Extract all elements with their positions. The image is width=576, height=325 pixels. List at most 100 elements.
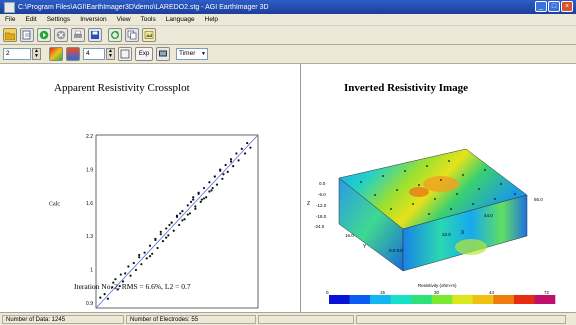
data-point [210,189,213,192]
x-tick: 44.0 [484,213,493,218]
data-point [138,253,141,257]
y-axis-label: Calc [49,202,60,208]
main-toolbar [0,26,576,45]
data-point [119,273,122,276]
colorbar-swatch [411,295,433,304]
menu-tools[interactable]: Tools [140,16,156,23]
y-tick-label: 2.2 [86,134,93,140]
resistivity-3d-view[interactable]: 0.0 -6.0 -12.0 -18.0 -24.0 Z 16.0 Y 0.0 … [301,64,576,312]
chevron-down-icon: ▼ [201,51,206,57]
data-point [200,198,203,201]
contour-icon[interactable] [66,47,80,61]
app-icon [4,1,15,13]
exp-button[interactable]: Exp [135,47,153,61]
colorbar-swatch [329,295,350,304]
data-point [229,158,233,161]
colorbar-tick: 15 [380,290,386,295]
status-bar: Number of Data: 1245 Number of Electrode… [0,312,576,325]
data-point [178,223,181,227]
resistivity-block [338,148,528,272]
save-icon[interactable] [88,28,102,42]
data-point [103,293,106,296]
colorbar-tick: 72 [544,290,550,295]
data-point [170,221,173,224]
menu-help[interactable]: Help [204,16,219,23]
data-point [148,244,152,247]
data-point [121,280,125,283]
color-map-icon[interactable] [49,47,63,61]
refresh-icon[interactable] [108,28,122,42]
colorbar-swatch [472,295,494,304]
data-point [202,197,206,200]
colorbar-title: Resistivity (ohm-m) [418,283,457,288]
y-tick-label: 0.9 [86,301,93,307]
data-point [219,168,222,171]
inverted-title: Inverted Resistivity Image [344,82,469,94]
export-image-icon[interactable] [142,28,156,42]
y-axis-label: Y [363,244,367,250]
z-axis-label: Z [307,201,310,207]
data-point [127,265,130,268]
electrode-count-status: Number of Electrodes: 55 [126,314,256,324]
data-point [165,227,168,230]
title-bar[interactable]: C:\Program Files\AGI\EarthImager3D\demo\… [0,0,576,14]
axis-labels: 0.0 -6.0 -12.0 -18.0 -24.0 Z 16.0 Y 0.0 … [307,181,543,253]
data-point [175,214,179,217]
play-icon[interactable] [37,28,51,42]
maximize-button[interactable]: □ [548,1,560,12]
colorbar-tick: 30 [434,290,440,295]
data-point [181,219,184,222]
resistivity-colorbar [329,295,556,304]
window-title: C:\Program Files\AGI\EarthImager3D\demo\… [18,3,269,11]
data-point [246,141,249,145]
status-pane [258,314,354,324]
data-point [168,223,171,227]
data-point [202,186,206,190]
data-point [167,234,170,237]
window-controls: _ □ × [535,1,573,12]
menu-file[interactable]: File [5,16,16,23]
data-point [159,230,162,233]
x-tick: 22.0 [442,232,451,237]
menu-settings[interactable]: Settings [46,16,71,23]
y-tick-label: 1.9 [86,167,93,173]
menu-language[interactable]: Language [165,16,195,23]
data-point [243,152,247,155]
data-point [118,284,121,288]
x-axis-label: X [461,230,465,236]
data-point [99,296,102,299]
data-point [197,191,200,194]
grid-view-icon[interactable] [118,47,132,61]
data-point [235,152,238,155]
menu-inversion[interactable]: Inversion [80,16,107,23]
print-icon[interactable] [71,28,85,42]
iteration-field[interactable]: 2 [3,48,31,60]
data-point [156,246,159,250]
stop-icon[interactable] [54,28,68,42]
levels-spinner[interactable]: ▲ ▼ [106,48,115,60]
timer-dropdown[interactable]: Timer ▼ [176,48,208,60]
levels-field[interactable]: 4 [83,48,105,60]
colorbar-swatch [390,295,412,304]
data-point [112,281,115,284]
data-point [194,207,197,210]
data-point [138,256,141,259]
data-point [143,251,146,254]
data-point [161,240,165,243]
monitor-icon[interactable] [156,47,170,61]
copy-icon[interactable] [125,28,139,42]
minimize-button[interactable]: _ [535,1,547,12]
read-data-icon[interactable] [20,28,34,42]
menu-view[interactable]: View [116,16,131,23]
data-point [183,218,186,221]
colorbar-tick: 0 [326,290,329,295]
z-tick: -6.0 [318,192,326,197]
menu-bar: File Edit Settings Inversion View Tools … [0,14,576,25]
data-point [165,236,168,239]
menu-edit[interactable]: Edit [25,16,37,23]
status-pane [356,314,566,324]
open-folder-icon[interactable] [3,28,17,42]
colorbar-swatch [431,295,453,304]
iteration-spinner[interactable]: ▲ ▼ [32,48,41,60]
close-button[interactable]: × [561,1,573,12]
